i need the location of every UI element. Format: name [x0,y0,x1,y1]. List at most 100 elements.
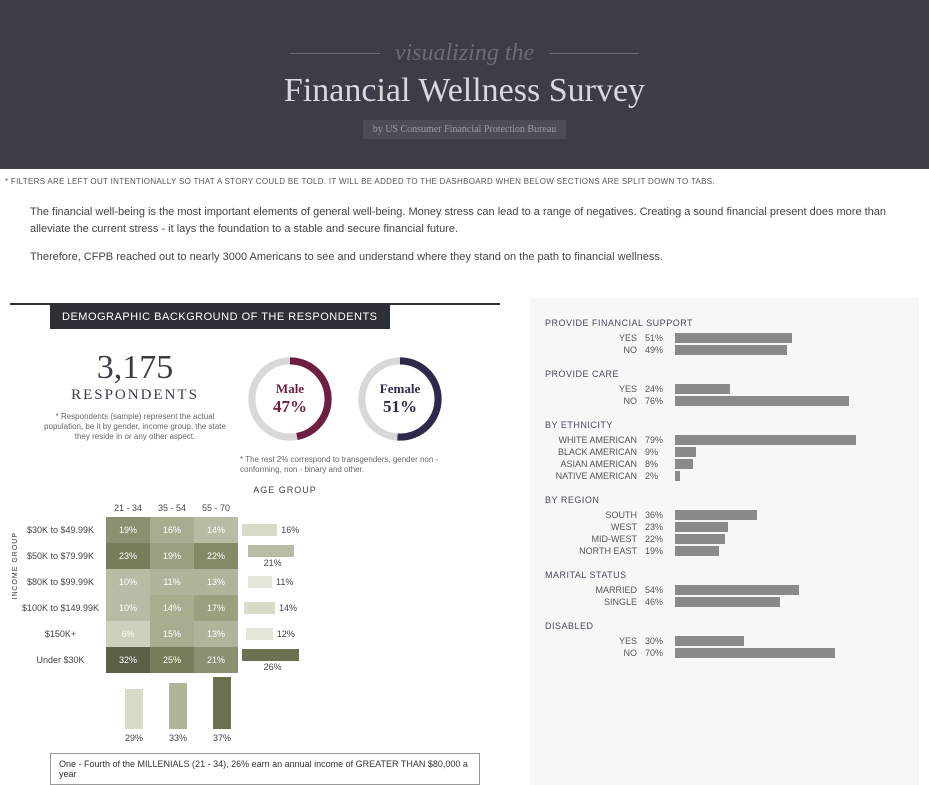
donut-female-pct: 51% [380,397,420,417]
matrix-cell: 19% [106,517,150,543]
stat-bar [675,345,787,355]
insight-callout: One - Fourth of the MILLENIALS (21 - 34)… [50,753,480,785]
stat-pct: 30% [645,636,675,646]
filters-note: * FILTERS ARE LEFT OUT INTENTIONALLY SO … [0,169,929,194]
row-total-bar [244,602,275,614]
row-total-bar [242,524,277,536]
stat-label: YES [545,384,645,394]
stat-pct: 76% [645,396,675,406]
stat-bar [675,447,696,457]
stat-bar [675,585,799,595]
donut-female-label: Female 51% [380,381,420,417]
gender-donuts-wrap: Male 47% Female 51% [240,349,450,476]
stat-row: SINGLE 46% [545,597,904,607]
stat-pct: 9% [645,447,675,457]
matrix-cell: 10% [106,569,150,595]
header-title: Financial Wellness Survey [0,72,929,110]
stat-bar [675,459,693,469]
stat-group-title: BY ETHNICITY [545,420,904,430]
donut-male-name: Male [273,381,307,397]
stat-bar-track [675,585,904,595]
stat-pct: 24% [645,384,675,394]
stat-row: NATIVE AMERICAN 2% [545,471,904,481]
row-total-label: 26% [264,662,282,672]
row-total-label: 14% [279,603,297,613]
income-age-matrix: INCOME GROUP 21 - 3435 - 5455 - 70$30K t… [10,499,500,743]
stat-label: SINGLE [545,597,645,607]
stat-group-title: PROVIDE CARE [545,369,904,379]
stat-label: NO [545,396,645,406]
stat-pct: 22% [645,534,675,544]
intro-text: The financial well-being is the most imp… [0,194,929,298]
matrix-cell: 14% [194,517,238,543]
gender-donuts: Male 47% Female 51% [240,349,450,449]
stat-row: BLACK AMERICAN 9% [545,447,904,457]
matrix-table: 21 - 3435 - 5455 - 70$30K to $49.99K19%1… [21,499,299,673]
row-total-bar-cell: 14% [238,595,299,621]
stat-row: YES 30% [545,636,904,646]
stat-bar-track [675,597,904,607]
age-col-header: 55 - 70 [194,499,238,517]
stat-pct: 23% [645,522,675,532]
section-title: DEMOGRAPHIC BACKGROUND OF THE RESPONDENT… [50,305,390,329]
row-total-bar [242,649,299,661]
stat-label: NORTH EAST [545,546,645,556]
stat-group: MARITAL STATUS MARRIED 54% SINGLE 46% [545,570,904,607]
stat-bar-track [675,345,904,355]
stat-row: WEST 23% [545,522,904,532]
column-total-bars: 29%33%37% [10,673,500,743]
stat-bar [675,510,757,520]
stat-bar [675,435,856,445]
stat-bar [675,396,849,406]
income-row-label: Under $30K [21,647,106,673]
col-total-label: 29% [125,733,143,743]
stat-group: BY REGION SOUTH 36% WEST 23% MID-WEST 22… [545,495,904,556]
matrix-cell: 23% [106,543,150,569]
age-group-title: AGE GROUP [10,485,500,495]
income-row-label: $50K to $79.99K [21,543,106,569]
stat-bar-track [675,447,904,457]
stat-bar-track [675,534,904,544]
row-total-label: 21% [264,558,282,568]
matrix-cell: 32% [106,647,150,673]
col-total-bar [213,677,231,729]
row-total-label: 16% [281,525,299,535]
stat-label: MARRIED [545,585,645,595]
respondent-count: 3,175 [30,349,240,387]
stat-bar [675,597,780,607]
row-total-bar-cell: 11% [238,569,299,595]
stat-label: BLACK AMERICAN [545,447,645,457]
stat-bar [675,636,744,646]
col-total-bar-wrap: 29% [112,673,156,743]
stat-bar-track [675,522,904,532]
stat-group-title: BY REGION [545,495,904,505]
stat-label: SOUTH [545,510,645,520]
stat-bar [675,384,730,394]
matrix-cell: 13% [194,569,238,595]
stat-bar-track [675,546,904,556]
matrix-cell: 10% [106,595,150,621]
stat-row: NORTH EAST 19% [545,546,904,556]
respondent-label: RESPONDENTS [30,387,240,404]
stat-row: SOUTH 36% [545,510,904,520]
respondent-note: * Respondents (sample) represent the act… [30,412,240,443]
intro-p2: Therefore, CFPB reached out to nearly 30… [30,249,899,266]
row-total-label: 11% [276,577,293,587]
stat-row: ASIAN AMERICAN 8% [545,459,904,469]
matrix-cell: 13% [194,621,238,647]
stat-bar-track [675,396,904,406]
col-total-label: 33% [169,733,187,743]
page-header: visualizing the Financial Wellness Surve… [0,0,929,169]
row-total-bar-cell: 21% [238,543,299,569]
matrix-cell: 16% [150,517,194,543]
donut-female: Female 51% [350,349,450,449]
income-axis-label: INCOME GROUP [10,532,21,600]
section-title-wrap: DEMOGRAPHIC BACKGROUND OF THE RESPONDENT… [10,303,500,339]
stat-row: YES 51% [545,333,904,343]
stat-bar-track [675,510,904,520]
stat-label: WEST [545,522,645,532]
donut-female-name: Female [380,381,420,397]
stat-bar-track [675,648,904,658]
stat-bar [675,471,680,481]
row-total-bar [248,545,294,557]
